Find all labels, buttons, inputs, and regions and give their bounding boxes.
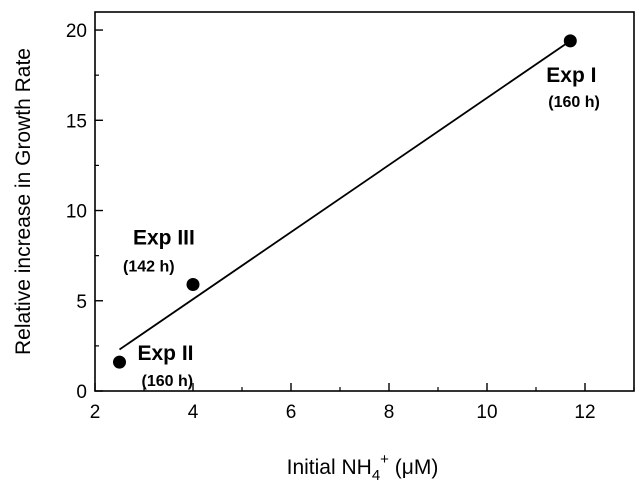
point-sublabel: (160 h) [548,94,600,111]
point-label: Exp III [133,227,195,250]
y-tick-label: 5 [76,292,87,313]
point-label: Exp I [546,64,596,87]
data-point [113,355,126,369]
point-sublabel: (142 h) [123,259,175,276]
x-axis-label-superscript: + [380,451,389,468]
data-points [113,34,577,369]
x-tick-label: 6 [286,402,297,423]
x-tick-label: 12 [574,402,595,423]
axes: 2 4 6 8 10 12 0 5 10 15 20 [66,11,635,423]
point-sublabel: (160 h) [142,373,194,390]
data-point [186,278,200,292]
x-tick-label: 10 [476,402,497,423]
fit-line [118,40,571,351]
x-axis-label: Initial NH4+ (μM) [287,451,439,484]
y-axis-label: Relative increase in Growth Rate [12,48,35,355]
x-tick-label: 4 [188,402,199,423]
data-point [563,34,577,48]
point-label: Exp II [138,342,194,365]
fit-line-group [118,40,571,351]
y-tick-label: 15 [66,111,87,132]
y-tick-label: 0 [76,382,87,403]
y-tick-label: 20 [66,21,87,42]
x-axis-label-units: (μM) [389,456,438,479]
x-axis-label-prefix: Initial NH [287,456,372,479]
annotations: Exp II (160 h) Exp III (142 h) Exp I (160 h) [123,64,600,390]
x-axis-label-subscript: 4 [372,467,380,484]
x-tick-label: 2 [90,402,101,423]
plot-frame [94,11,635,392]
x-tick-label: 8 [384,402,395,423]
y-tick-label: 10 [66,202,87,223]
